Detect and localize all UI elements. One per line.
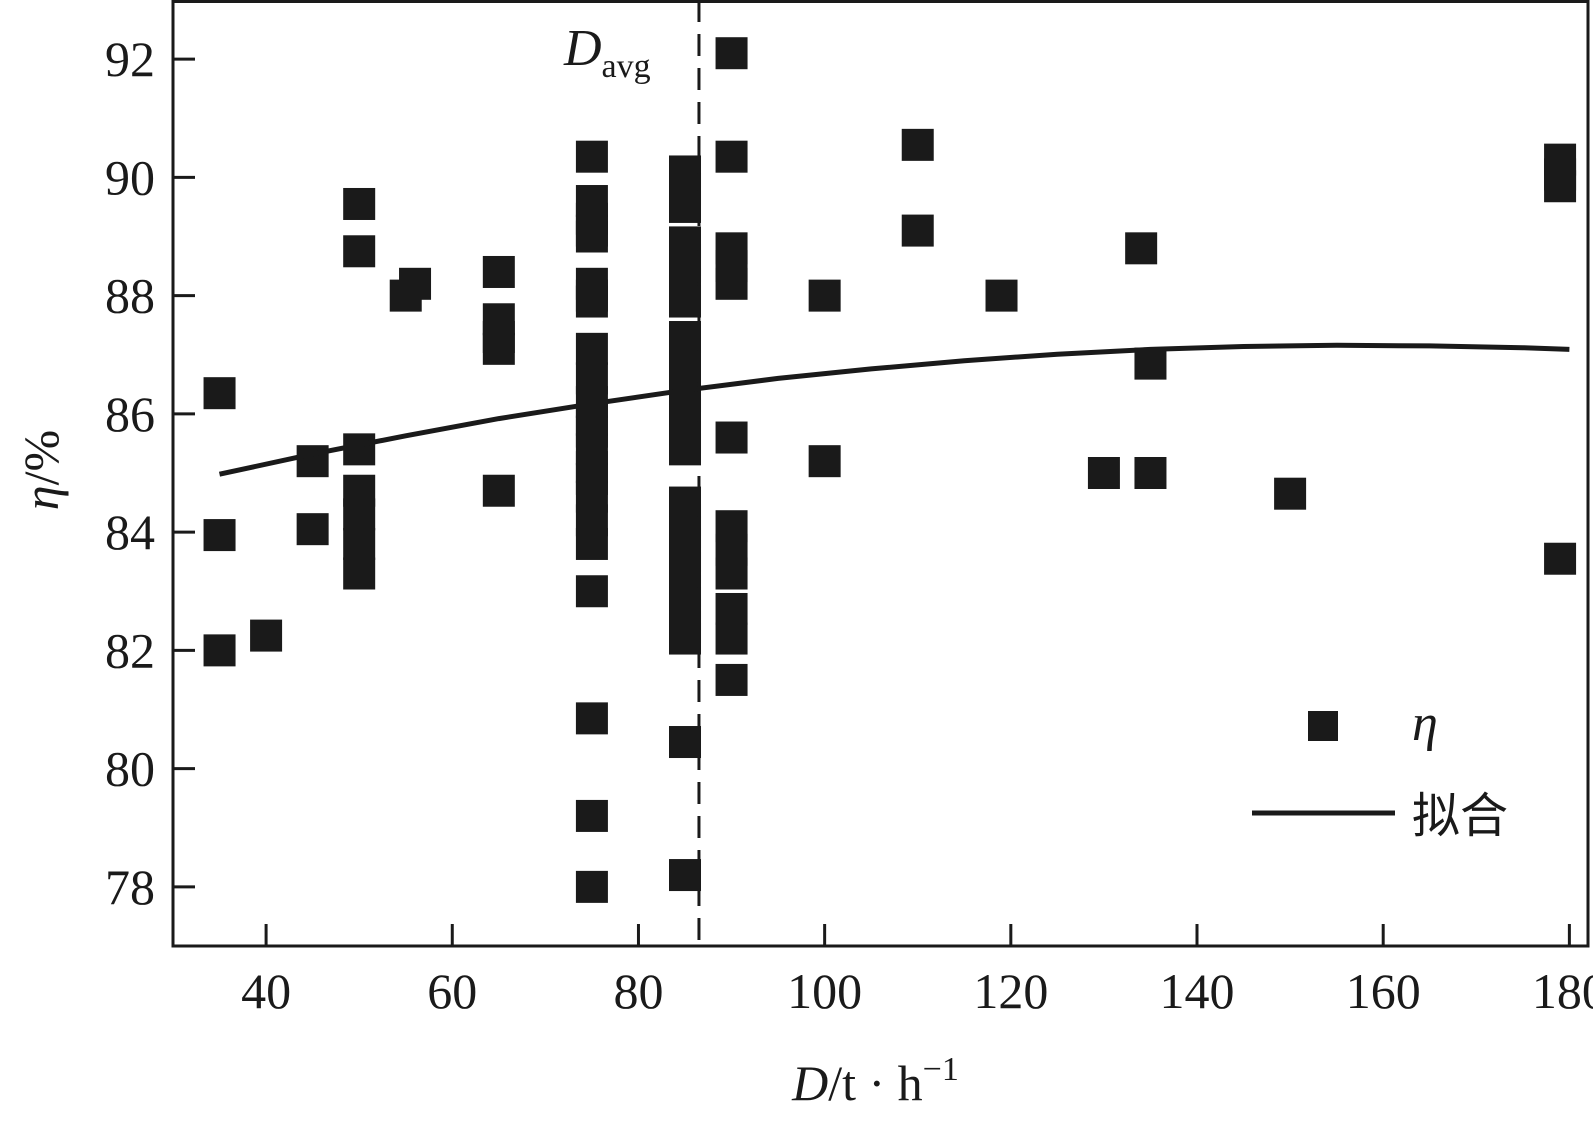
data-point bbox=[901, 128, 934, 161]
data-point bbox=[985, 279, 1018, 312]
data-point bbox=[575, 799, 608, 832]
data-point bbox=[203, 519, 236, 552]
x-tick-label: 60 bbox=[427, 963, 477, 1019]
data-point bbox=[715, 592, 748, 625]
data-point bbox=[669, 726, 702, 759]
data-point bbox=[482, 255, 515, 288]
data-point bbox=[669, 250, 702, 283]
data-point bbox=[1134, 457, 1167, 489]
data-point bbox=[343, 498, 376, 531]
data-point bbox=[575, 575, 608, 608]
data-point bbox=[575, 702, 608, 735]
data-point bbox=[1125, 232, 1158, 265]
y-axis-label-unit: /% bbox=[13, 430, 69, 486]
y-axis-label: η/% bbox=[13, 430, 69, 510]
x-axis-label-sup: −1 bbox=[923, 1051, 959, 1088]
x-axis-label-unit: /t · h bbox=[828, 1055, 922, 1111]
x-tick-label: 40 bbox=[241, 963, 291, 1019]
x-tick-label: 120 bbox=[973, 963, 1048, 1019]
y-axis-label-var: η bbox=[13, 485, 69, 510]
y-tick-label: 86 bbox=[105, 386, 155, 442]
data-point bbox=[203, 634, 236, 667]
data-point bbox=[715, 510, 748, 543]
data-point bbox=[575, 462, 608, 495]
data-point bbox=[343, 187, 376, 220]
y-tick-label: 92 bbox=[105, 31, 155, 87]
x-tick-label: 160 bbox=[1346, 963, 1421, 1019]
y-tick-label: 88 bbox=[105, 268, 155, 324]
data-point bbox=[399, 267, 432, 300]
reference-label-main: D bbox=[563, 20, 602, 77]
y-tick-label: 78 bbox=[105, 859, 155, 915]
data-point bbox=[1544, 158, 1577, 191]
data-point bbox=[343, 557, 376, 590]
x-tick-label: 100 bbox=[787, 963, 862, 1019]
y-tick-label: 84 bbox=[105, 504, 155, 560]
legend: η 拟合 bbox=[1252, 695, 1508, 844]
data-point bbox=[575, 527, 608, 560]
data-point bbox=[343, 235, 376, 268]
reference-label-sub: avg bbox=[602, 48, 651, 85]
data-point bbox=[482, 474, 515, 507]
y-tick-label: 80 bbox=[105, 741, 155, 797]
data-point bbox=[575, 140, 608, 173]
data-point bbox=[575, 332, 608, 365]
data-point bbox=[669, 190, 702, 223]
legend-label-fit: 拟合 bbox=[1412, 788, 1508, 844]
data-point bbox=[669, 321, 702, 354]
data-point bbox=[715, 622, 748, 655]
data-point bbox=[482, 332, 515, 365]
data-point bbox=[1087, 457, 1120, 489]
data-point bbox=[669, 285, 702, 318]
data-point bbox=[203, 377, 236, 410]
data-point bbox=[575, 279, 608, 312]
data-point bbox=[575, 870, 608, 903]
data-point bbox=[808, 279, 841, 312]
legend-marker-swatch bbox=[1308, 711, 1338, 741]
data-point bbox=[808, 445, 841, 478]
data-point bbox=[1274, 477, 1307, 510]
fit-curve bbox=[218, 342, 1570, 477]
reference-line-label: Davg bbox=[563, 20, 651, 85]
data-point bbox=[715, 37, 748, 70]
x-tick-label: 80 bbox=[613, 963, 663, 1019]
data-point bbox=[1544, 542, 1577, 575]
plot-frame bbox=[171, 0, 1590, 948]
data-point bbox=[343, 527, 376, 560]
legend-label-eta: η bbox=[1412, 695, 1438, 752]
x-tick-label: 180 bbox=[1532, 963, 1593, 1019]
y-tick-label: 82 bbox=[105, 622, 155, 678]
data-point bbox=[1134, 347, 1167, 380]
y-tick-label: 90 bbox=[105, 149, 155, 205]
data-point bbox=[669, 859, 702, 892]
data-point bbox=[669, 539, 702, 572]
data-point bbox=[296, 513, 329, 546]
data-points bbox=[203, 37, 1577, 903]
data-point bbox=[715, 557, 748, 590]
y-axis-ticks: 78 80 82 84 86 88 90 92 bbox=[105, 31, 195, 915]
data-point bbox=[575, 403, 608, 436]
data-point bbox=[669, 610, 702, 643]
data-point bbox=[575, 220, 608, 253]
data-point bbox=[250, 619, 283, 652]
x-tick-label: 140 bbox=[1160, 963, 1235, 1019]
data-point bbox=[715, 267, 748, 300]
data-point bbox=[715, 421, 748, 454]
data-point bbox=[669, 433, 702, 466]
data-point bbox=[669, 350, 702, 383]
x-axis-label: D/t · h−1 bbox=[791, 1051, 959, 1111]
data-point bbox=[715, 140, 748, 173]
data-point bbox=[901, 214, 934, 247]
x-axis-label-var: D bbox=[791, 1055, 828, 1111]
data-point bbox=[715, 663, 748, 696]
x-axis-ticks: 40 60 80 100 120 140 160 180 bbox=[241, 924, 1593, 1019]
